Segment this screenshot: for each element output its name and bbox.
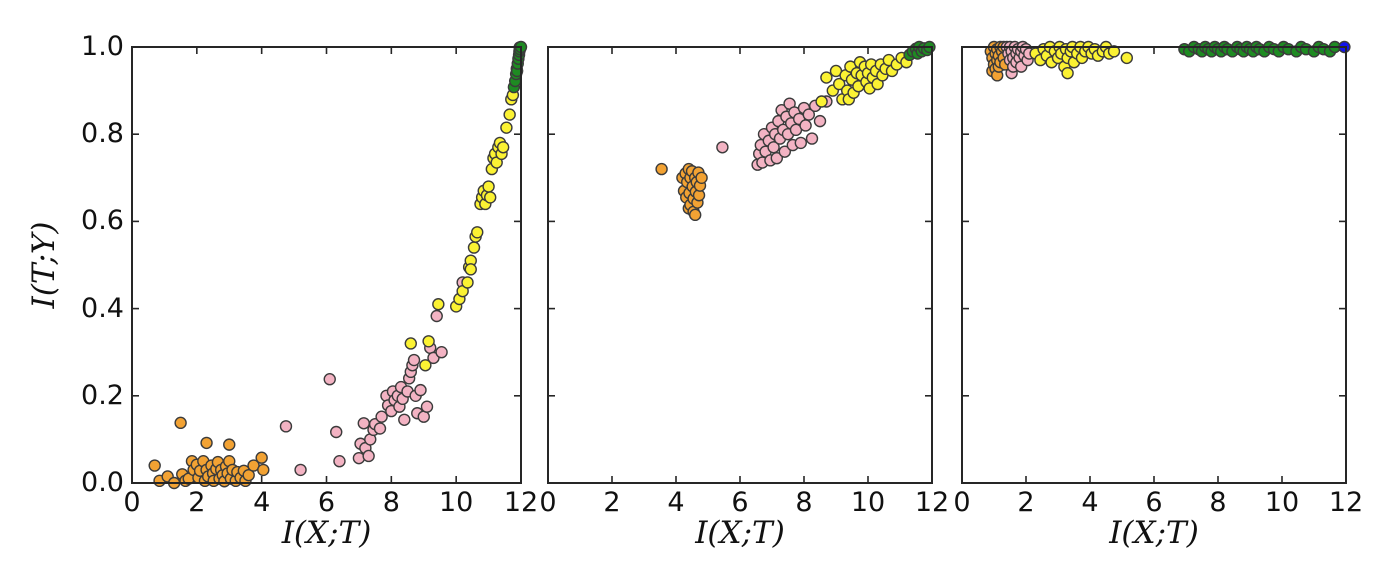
x-tick-label: 10: [438, 487, 474, 518]
x-axis-label: I(X;T): [281, 515, 372, 551]
x-tick-label: 8: [382, 487, 400, 518]
x-tick-label: 12: [914, 487, 950, 518]
x-tick-label: 10: [1264, 487, 1300, 518]
scatter-plot-left: [131, 40, 528, 490]
series-orange-points: [148, 416, 270, 490]
x-tick-label: 2: [1017, 487, 1035, 518]
y-tick-label: 0.6: [81, 205, 124, 237]
x-tick-label: 4: [253, 487, 271, 518]
series-yellow-points: [815, 51, 913, 108]
tick-marks: [961, 46, 1347, 484]
y-tick-label: 0.8: [81, 118, 124, 150]
scatter-plot-middle: [547, 40, 936, 484]
series-pink-points: [279, 276, 469, 477]
series-pink-points: [716, 95, 833, 171]
x-axis-label: I(X;T): [695, 515, 785, 551]
x-tick-label: 12: [503, 487, 539, 518]
x-tick-label: 8: [795, 487, 813, 518]
x-tick-label: 8: [1209, 487, 1227, 518]
series-yellow-points: [404, 88, 520, 372]
axes-frame: [547, 46, 933, 484]
y-axis-label: I(T;Y): [26, 221, 62, 309]
y-tick-label: 0.4: [81, 292, 124, 324]
x-tick-label: 4: [1081, 487, 1099, 518]
series-green-points: [903, 40, 936, 62]
x-tick-label: 6: [317, 487, 336, 518]
series-yellow-points: [1029, 40, 1134, 80]
x-tick-label: 6: [1145, 487, 1163, 518]
tick-marks: [547, 46, 933, 484]
x-tick-label: 12: [1328, 487, 1364, 518]
x-tick-label: 10: [850, 487, 886, 518]
x-tick-label: 0: [953, 487, 971, 518]
x-tick-label: 2: [188, 487, 206, 518]
x-tick-label: 0: [123, 487, 141, 518]
axes-frame: [131, 46, 522, 484]
x-axis-label: I(X;T): [1109, 515, 1199, 551]
y-tick-label: 0.2: [81, 379, 124, 411]
axes-frame: [961, 46, 1347, 484]
x-tick-label: 0: [539, 487, 557, 518]
series-orange-points: [655, 162, 708, 222]
scatter-plot-right: [961, 40, 1351, 484]
x-tick-label: 2: [603, 487, 621, 518]
y-tick-label: 1.0: [81, 31, 124, 62]
y-tick-label: 0.0: [81, 467, 124, 498]
x-tick-label: 4: [667, 487, 685, 518]
series-green-points: [1178, 40, 1341, 58]
tick-marks: [131, 46, 522, 484]
x-tick-label: 6: [731, 487, 749, 518]
